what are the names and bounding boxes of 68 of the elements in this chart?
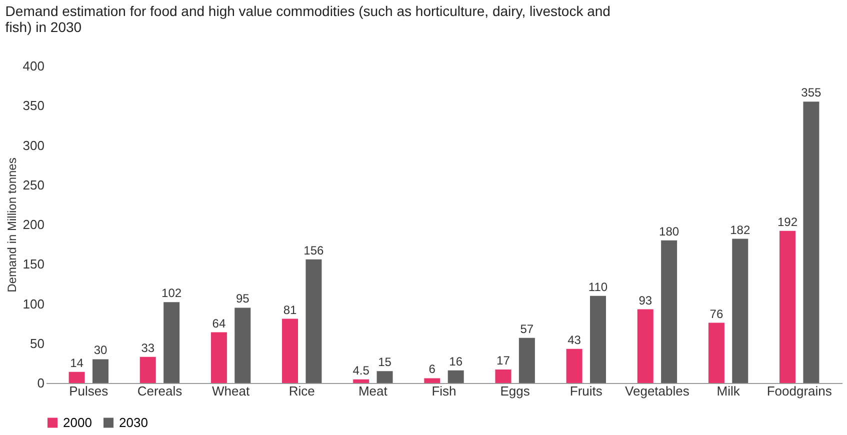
bar bbox=[282, 318, 298, 383]
bar bbox=[637, 309, 654, 383]
y-tick-label: 100 bbox=[22, 296, 44, 312]
bar bbox=[803, 102, 820, 383]
bar bbox=[353, 379, 370, 383]
x-tick-label: Pulses bbox=[69, 384, 109, 398]
x-tick-label: Meat bbox=[358, 384, 388, 398]
x-tick-label: Cereals bbox=[137, 384, 183, 398]
y-tick-label: 0 bbox=[37, 376, 44, 390]
data-label: 102 bbox=[162, 286, 182, 300]
data-label: 76 bbox=[710, 306, 724, 321]
bar bbox=[68, 372, 85, 383]
x-tick-label: Eggs bbox=[500, 384, 530, 398]
y-tick-label: 50 bbox=[30, 336, 44, 351]
bar bbox=[448, 370, 464, 383]
x-tick-label: Fruits bbox=[570, 384, 603, 398]
legend-label: 2000 bbox=[63, 414, 92, 430]
data-label: 17 bbox=[496, 354, 510, 368]
bar bbox=[708, 322, 724, 383]
bar bbox=[780, 230, 796, 383]
y-tick-label: 150 bbox=[22, 256, 44, 272]
data-label: 156 bbox=[304, 243, 324, 258]
data-label: 93 bbox=[638, 293, 652, 308]
data-label: 95 bbox=[236, 292, 250, 306]
data-label: 16 bbox=[449, 354, 463, 368]
bar bbox=[140, 356, 156, 383]
y-tick-label: 350 bbox=[22, 98, 44, 114]
bar bbox=[306, 259, 322, 383]
data-label: 15 bbox=[378, 355, 392, 370]
data-label: 33 bbox=[141, 340, 155, 355]
data-label: 180 bbox=[659, 224, 680, 238]
data-label: 30 bbox=[94, 343, 108, 358]
bar bbox=[424, 378, 440, 383]
bar bbox=[210, 332, 227, 383]
bar bbox=[495, 370, 512, 383]
data-label: 43 bbox=[568, 332, 582, 347]
data-label: 192 bbox=[777, 214, 798, 229]
data-label: 57 bbox=[520, 322, 534, 336]
bar bbox=[234, 308, 251, 383]
data-label: 4.5 bbox=[352, 363, 370, 378]
y-tick-label: 200 bbox=[22, 217, 44, 232]
data-label: 182 bbox=[730, 222, 750, 237]
bar bbox=[566, 348, 582, 383]
bar bbox=[376, 371, 393, 383]
data-label: 355 bbox=[801, 86, 822, 100]
bar bbox=[590, 296, 606, 383]
bar bbox=[732, 238, 748, 383]
data-label: 81 bbox=[283, 302, 298, 317]
y-tick-label: 250 bbox=[22, 177, 44, 192]
bar bbox=[661, 240, 678, 383]
bar bbox=[518, 338, 535, 383]
bar bbox=[92, 359, 108, 383]
bar bbox=[164, 302, 180, 383]
x-tick-label: Foodgrains bbox=[766, 384, 832, 398]
data-label: 64 bbox=[212, 316, 226, 330]
data-label: 6 bbox=[428, 362, 436, 376]
legend-label: 2030 bbox=[119, 414, 148, 430]
x-tick-label: Rice bbox=[288, 384, 315, 398]
y-tick-label: 400 bbox=[22, 58, 44, 74]
x-tick-label: Vegetables bbox=[625, 384, 690, 398]
chart-title: Demand estimation for food and high value commodities (such as horticulture, dairy, livestock and fish) in 2030 bbox=[5, 3, 610, 35]
y-axis-title: Demand in Million tonnes bbox=[4, 158, 19, 292]
data-label: 14 bbox=[70, 356, 84, 370]
x-tick-label: Fish bbox=[432, 384, 456, 398]
y-tick-label: 300 bbox=[22, 138, 44, 153]
x-tick-label: Wheat bbox=[212, 384, 250, 398]
data-label: 110 bbox=[588, 280, 608, 294]
x-tick-label: Milk bbox=[716, 384, 740, 398]
